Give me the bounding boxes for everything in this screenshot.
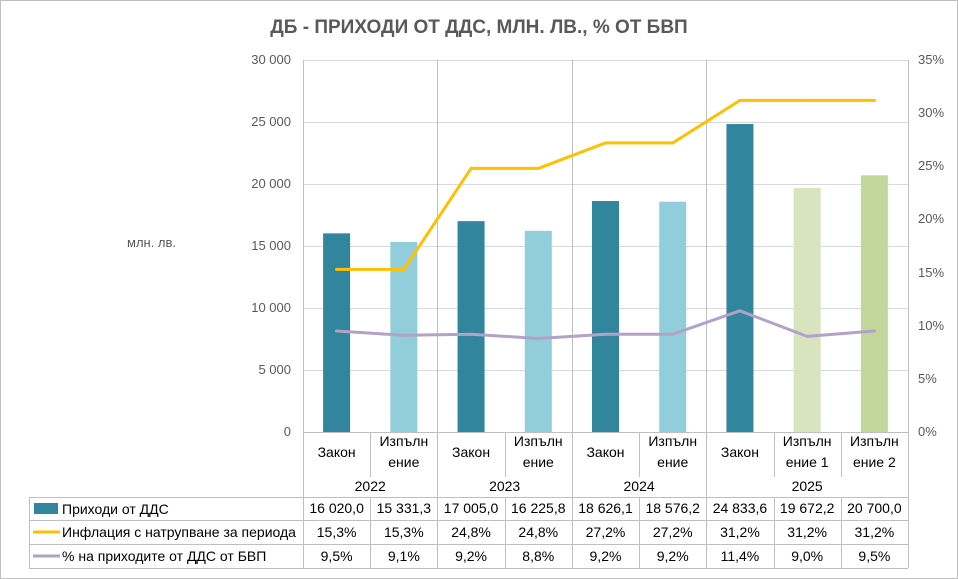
bar	[726, 124, 754, 433]
table-cell: 31,2%	[787, 524, 827, 540]
category-label: Закон	[586, 443, 625, 460]
series-point	[335, 267, 339, 271]
series-point	[604, 141, 607, 145]
y-axis-tick-label: 0	[283, 424, 291, 439]
table-row-label: Инфлация с натрупване за периода	[62, 524, 296, 540]
category-label: Закон	[452, 443, 491, 460]
table-cell: 20 700,0	[847, 500, 902, 516]
series-point	[671, 141, 675, 145]
bar	[793, 188, 821, 432]
series-point	[805, 98, 809, 102]
table-cell: 11,4%	[720, 548, 760, 564]
y2-axis-tick-label: 10%	[918, 317, 945, 333]
y2-axis-tick-label: 0%	[918, 424, 937, 439]
y-axis-tick-label: 25 000	[251, 114, 291, 129]
series-point	[536, 166, 540, 170]
table-cell: 17 005,0	[443, 500, 499, 516]
bar-series	[323, 124, 888, 433]
category-label: Изпълн ение	[648, 433, 698, 470]
y2-axis-tick-label: 15%	[918, 264, 945, 280]
year-label: 2022	[354, 478, 386, 494]
table-row-label: Приходи от ДДС	[62, 500, 169, 517]
y-axis-tick-label: 30 000	[251, 52, 291, 67]
table-cell: 24,8%	[451, 524, 491, 540]
series-point	[335, 329, 339, 333]
y-axis-tick-label: 5 000	[258, 362, 291, 377]
table-cell: 9,2%	[455, 548, 487, 564]
category-label: Изпълн ение	[379, 433, 429, 470]
series-point	[402, 333, 406, 337]
table-cell: 15,3%	[383, 524, 424, 540]
table-cell: 18 626,1	[578, 500, 633, 516]
series-point	[738, 98, 742, 102]
table-cell: 8,8%	[522, 548, 555, 564]
y2-axis-tick-label: 20%	[918, 211, 945, 227]
bar	[457, 221, 485, 432]
category-label: Изпълн ение 1	[782, 433, 832, 470]
series-point	[872, 98, 876, 102]
series-point	[671, 332, 675, 336]
table-cell: 24 833,6	[712, 500, 768, 516]
series-point	[738, 309, 742, 313]
bar	[592, 201, 619, 432]
year-label: 2025	[791, 478, 823, 494]
bar	[524, 230, 552, 432]
table-cell: 18 576,2	[645, 500, 700, 516]
bar	[860, 175, 888, 432]
y2-axis-tick-label: 25%	[918, 158, 945, 174]
table-cell: 31,2%	[720, 524, 760, 540]
y-axis-label: млн. лв.	[127, 235, 177, 250]
table-cell: 15 331,3	[376, 500, 432, 516]
category-label: Изпълн ение 2	[850, 433, 899, 470]
table-cell: 9,0%	[791, 548, 824, 564]
series-point	[536, 336, 540, 340]
line-series	[335, 98, 876, 340]
table-cell: 9,5%	[858, 548, 891, 564]
series-point	[469, 332, 473, 336]
series-point	[872, 329, 876, 333]
category-label: Закон	[720, 443, 759, 460]
table-cell: 24,8%	[518, 524, 559, 540]
legend-key	[34, 503, 58, 514]
table-cell: 27,2%	[652, 524, 693, 540]
chart-title: ДБ - ПРИХОДИ ОТ ДДС, МЛН. ЛВ., % ОТ БВП	[270, 17, 688, 38]
series-point	[805, 334, 809, 338]
bar	[390, 241, 418, 432]
table-cell: 16 225,8	[511, 500, 566, 516]
category-label: Изпълн ение	[513, 433, 563, 470]
table-cell: 27,2%	[585, 524, 626, 540]
year-label: 2023	[489, 478, 521, 494]
table-cell: 19 672,2	[779, 500, 835, 516]
bar	[659, 201, 687, 432]
year-label: 2024	[623, 478, 655, 494]
table-cell: 9,5%	[320, 548, 353, 564]
table-cell: 9,2%	[656, 548, 689, 564]
table-cell: 16 020,0	[309, 500, 364, 516]
table-row-label: % на приходите от ДДС от БВП	[62, 548, 267, 564]
y2-axis-tick-label: 35%	[918, 52, 945, 67]
series-point	[469, 166, 473, 170]
y-axis-tick-label: 15 000	[251, 238, 291, 253]
series-point	[604, 332, 607, 336]
y2-axis-tick-label: 5%	[918, 370, 937, 386]
y-axis-tick-label: 10 000	[251, 300, 291, 315]
series-point	[402, 267, 406, 271]
data-table-lines	[29, 432, 908, 569]
table-cell: 9,1%	[387, 548, 420, 564]
y2-axis-tick-label: 30%	[918, 105, 945, 121]
table-cell: 9,2%	[589, 548, 622, 564]
table-cell: 15,3%	[316, 524, 357, 540]
category-label: Закон	[317, 443, 356, 460]
y-axis-tick-label: 20 000	[251, 176, 291, 191]
table-cell: 31,2%	[854, 524, 895, 540]
